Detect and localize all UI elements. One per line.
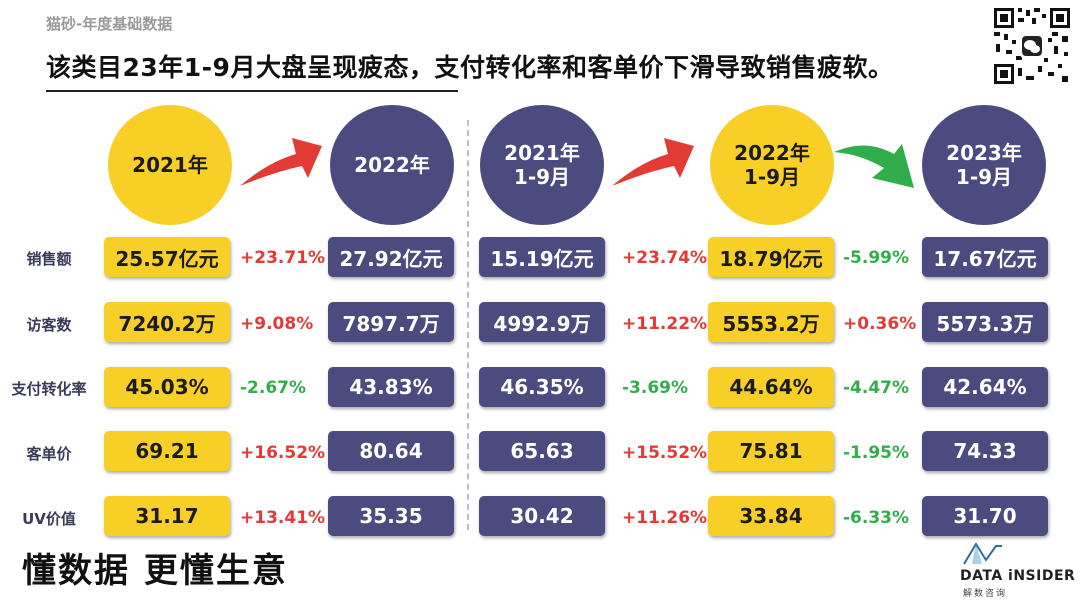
value-box: 42.64% [922,367,1048,407]
change-percent: -2.67% [240,378,307,398]
data-insider-logo-icon [963,542,1002,565]
change-percent: -1.95% [843,443,910,463]
value-box: 4992.9万 [479,302,605,342]
change-percent: +23.74% [622,248,708,268]
value-box: 46.35% [479,367,605,407]
green-arrow-icon [834,144,914,188]
value-box: 7240.2万 [104,302,230,342]
change-percent: -3.69% [622,378,689,398]
period-circle-2021: 2021年 [108,105,232,225]
value-box: 45.03% [104,367,230,407]
value-box: 17.67亿元 [922,237,1048,277]
value-box: 25.57亿元 [104,237,230,277]
red-arrow-icon [240,138,322,186]
value-box: 5573.3万 [922,302,1048,342]
change-percent: -6.33% [843,508,910,528]
change-percent: +9.08% [240,314,314,334]
period-circle-2022: 2022年 [330,105,454,225]
value-box: 15.19亿元 [479,237,605,277]
change-percent: -5.99% [843,248,910,268]
company-logo-subtitle: 解数咨询 [963,589,1008,599]
metric-label-visitors: 访客数 [26,316,72,334]
change-percent: +0.36% [843,314,917,334]
change-percent: +11.26% [622,508,708,528]
qr-code-icon [992,6,1072,86]
value-box: 33.84 [708,496,834,536]
value-box: 27.92亿元 [328,237,454,277]
change-percent: +13.41% [240,508,326,528]
value-box: 30.42 [479,496,605,536]
change-percent: +16.52% [240,443,326,463]
headline-underline [46,90,458,92]
value-box: 69.21 [104,431,230,471]
period-circle-2023-jan-sep: 2023年 1-9月 [922,105,1046,225]
value-box: 80.64 [328,431,454,471]
change-percent: +15.52% [622,443,708,463]
value-box: 7897.7万 [328,302,454,342]
value-box: 43.83% [328,367,454,407]
value-box: 75.81 [708,431,834,471]
period-circle-2021-jan-sep: 2021年 1-9月 [480,105,604,225]
company-logo-text: DATA iNSIDER [960,568,1076,584]
value-box: 31.70 [922,496,1048,536]
page-headline: 该类目23年1-9月大盘呈现疲态，支付转化率和客单价下滑导致销售疲软。 [46,53,894,82]
value-box: 18.79亿元 [708,237,834,277]
metric-label-avg-order: 客单价 [26,445,72,463]
metric-label-conversion: 支付转化率 [11,380,87,398]
period-circle-2022-jan-sep: 2022年 1-9月 [710,105,834,225]
metric-label-uv-value: UV价值 [22,510,76,528]
value-box: 74.33 [922,431,1048,471]
change-percent: +11.22% [622,314,708,334]
footer-slogan: 懂数据 更懂生意 [22,551,288,591]
value-box: 44.64% [708,367,834,407]
value-box: 5553.2万 [708,302,834,342]
change-percent: +23.71% [240,248,326,268]
section-divider [467,120,469,530]
page-tag: 猫砂-年度基础数据 [46,15,173,33]
value-box: 35.35 [328,496,454,536]
value-box: 65.63 [479,431,605,471]
red-arrow-icon [612,138,694,186]
value-box: 31.17 [104,496,230,536]
metric-label-sales: 销售额 [26,250,72,268]
change-percent: -4.47% [843,378,910,398]
